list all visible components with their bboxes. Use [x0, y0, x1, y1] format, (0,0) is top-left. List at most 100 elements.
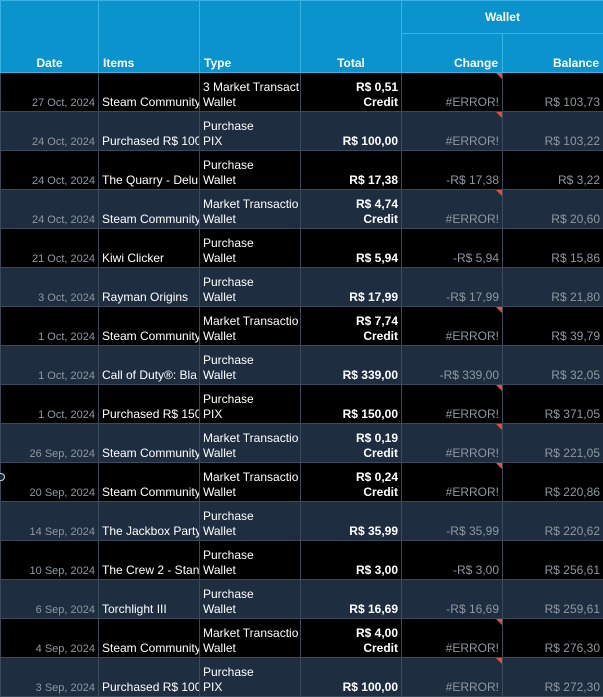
cell-change[interactable]: #ERROR!	[402, 424, 503, 463]
cell-balance[interactable]: R$ 220,86	[503, 463, 603, 502]
cell-date[interactable]: 20 Sep, 2024	[1, 463, 99, 502]
column-header-type[interactable]: Type	[200, 1, 301, 73]
cell-balance[interactable]: R$ 39,79	[503, 307, 603, 346]
cell-items[interactable]: Rayman Origins	[99, 268, 200, 307]
cell-change[interactable]: #ERROR!	[402, 463, 503, 502]
cell-change[interactable]: -R$ 3,00	[402, 541, 503, 580]
column-header-items[interactable]: Items	[99, 1, 200, 73]
cell-balance[interactable]: R$ 20,60	[503, 190, 603, 229]
cell-total[interactable]: R$ 339,00	[301, 346, 402, 385]
cell-balance[interactable]: R$ 221,05	[503, 424, 603, 463]
cell-change[interactable]: -R$ 35,99	[402, 502, 503, 541]
cell-balance[interactable]: R$ 3,22	[503, 151, 603, 190]
cell-date[interactable]: 21 Oct, 2024	[1, 229, 99, 268]
cell-total[interactable]: R$ 100,00	[301, 112, 402, 151]
cell-total[interactable]: R$ 150,00	[301, 385, 402, 424]
cell-items[interactable]: Purchased R$ 100	[99, 112, 200, 151]
cell-items[interactable]: Purchased R$ 100	[99, 658, 200, 697]
cell-items[interactable]: Torchlight III	[99, 580, 200, 619]
column-header-date[interactable]: Date	[1, 1, 99, 73]
cell-change[interactable]: #ERROR!	[402, 112, 503, 151]
cell-change[interactable]: -R$ 16,69	[402, 580, 503, 619]
cell-items[interactable]: Steam Community	[99, 190, 200, 229]
cell-items[interactable]: Purchased R$ 150	[99, 385, 200, 424]
cell-date[interactable]: 24 Oct, 2024	[1, 190, 99, 229]
cell-total[interactable]: R$ 3,00	[301, 541, 402, 580]
cell-change[interactable]: #ERROR!	[402, 658, 503, 697]
cell-total[interactable]: R$ 17,38	[301, 151, 402, 190]
cell-balance[interactable]: R$ 256,61	[503, 541, 603, 580]
cell-total[interactable]: R$ 5,94	[301, 229, 402, 268]
cell-total[interactable]: R$ 100,00	[301, 658, 402, 697]
cell-date[interactable]: 6 Sep, 2024	[1, 580, 99, 619]
cell-date[interactable]: 1 Oct, 2024	[1, 307, 99, 346]
cell-date[interactable]: 3 Oct, 2024	[1, 268, 99, 307]
column-header-total[interactable]: Total	[301, 1, 402, 73]
cell-balance[interactable]: R$ 371,05	[503, 385, 603, 424]
cell-balance[interactable]: R$ 32,05	[503, 346, 603, 385]
cell-date[interactable]: 10 Sep, 2024	[1, 541, 99, 580]
cell-items[interactable]: Steam Community	[99, 463, 200, 502]
cell-change[interactable]: -R$ 17,99	[402, 268, 503, 307]
cell-total[interactable]: R$ 16,69	[301, 580, 402, 619]
cell-date[interactable]: 1 Oct, 2024	[1, 346, 99, 385]
cell-balance[interactable]: R$ 259,61	[503, 580, 603, 619]
cell-date[interactable]: 14 Sep, 2024	[1, 502, 99, 541]
cell-change[interactable]: #ERROR!	[402, 190, 503, 229]
cell-balance[interactable]: R$ 103,73	[503, 73, 603, 112]
cell-items[interactable]: Kiwi Clicker	[99, 229, 200, 268]
cell-change[interactable]: #ERROR!	[402, 73, 503, 112]
column-group-wallet[interactable]: Wallet	[402, 1, 603, 34]
cell-change[interactable]: -R$ 5,94	[402, 229, 503, 268]
cell-items[interactable]: Steam Community	[99, 307, 200, 346]
cell-change[interactable]: #ERROR!	[402, 385, 503, 424]
cell-total[interactable]: R$ 17,99	[301, 268, 402, 307]
cell-items[interactable]: Steam Community	[99, 619, 200, 658]
cell-date[interactable]: 27 Oct, 2024	[1, 73, 99, 112]
cell-balance[interactable]: R$ 21,80	[503, 268, 603, 307]
cell-balance[interactable]: R$ 103,22	[503, 112, 603, 151]
cell-items[interactable]: The Crew 2 - Stan	[99, 541, 200, 580]
cell-balance[interactable]: R$ 15,86	[503, 229, 603, 268]
cell-date[interactable]: 24 Oct, 2024	[1, 151, 99, 190]
cell-date[interactable]: 26 Sep, 2024	[1, 424, 99, 463]
cell-items[interactable]: Steam Community	[99, 73, 200, 112]
cell-date[interactable]: 24 Oct, 2024	[1, 112, 99, 151]
cell-balance[interactable]: R$ 276,30	[503, 619, 603, 658]
cell-date[interactable]: 1 Oct, 2024	[1, 385, 99, 424]
